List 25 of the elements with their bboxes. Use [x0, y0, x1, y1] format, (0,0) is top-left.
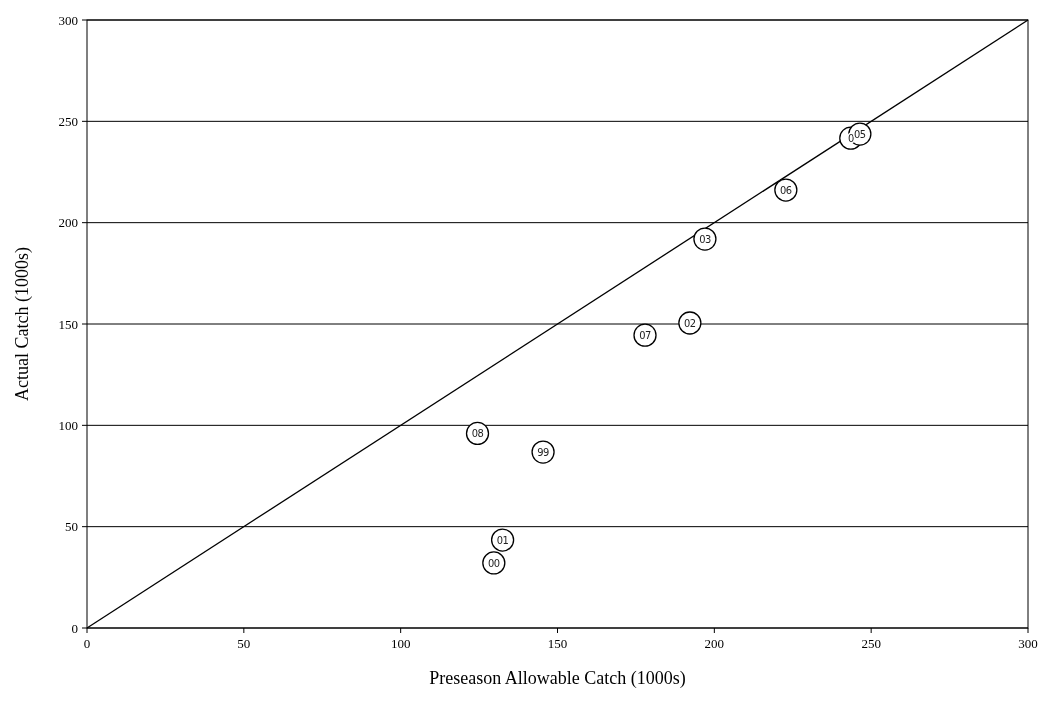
- y-tick-label: 50: [65, 519, 78, 535]
- x-tick-label: 250: [861, 636, 881, 651]
- x-tick-label: 300: [1018, 636, 1038, 651]
- y-tick-label: 200: [58, 215, 78, 231]
- annotation: 02: [684, 316, 696, 330]
- x-tick-label: 50: [237, 636, 251, 651]
- annotation: 01: [496, 534, 509, 548]
- annotation: 99: [537, 446, 550, 460]
- y-tick-label: 0: [71, 620, 78, 636]
- x-tick-label: 0: [83, 636, 91, 651]
- annotation: 00: [488, 556, 500, 570]
- annotation: 06: [780, 184, 792, 198]
- annotation: 03: [699, 233, 711, 247]
- x-tick-label: 200: [704, 636, 725, 651]
- x-axis-title: Preseason Allowable Catch (1000s): [429, 668, 686, 689]
- x-tick-label: 150: [547, 636, 568, 651]
- y-axis-title: Actual Catch (1000s): [12, 247, 33, 401]
- annotation: 05: [854, 128, 866, 142]
- y-tick-label: 150: [58, 316, 78, 332]
- x-tick-label: 100: [390, 636, 411, 651]
- annotation: 08: [471, 427, 484, 441]
- y-tick-label: 100: [58, 417, 78, 433]
- annotation: 07: [639, 329, 652, 343]
- y-tick-label: 250: [58, 113, 78, 129]
- y-tick-label: 300: [58, 12, 78, 28]
